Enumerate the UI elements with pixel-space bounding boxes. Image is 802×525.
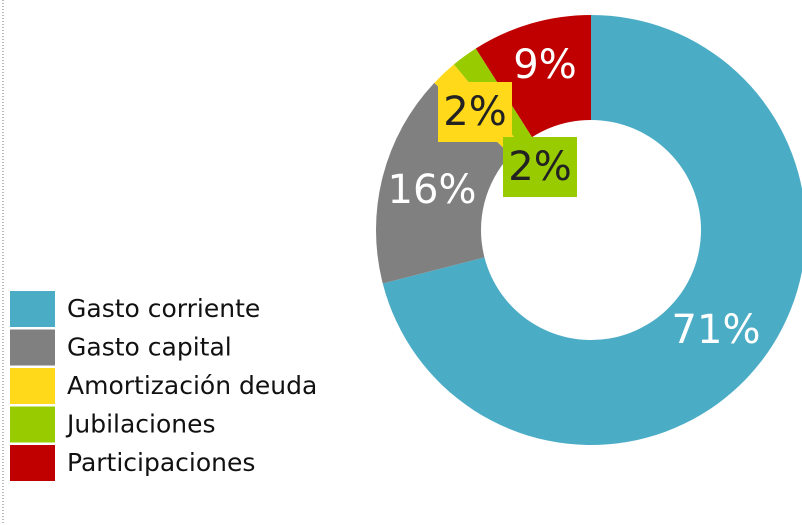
data-label: 16% [388,167,477,213]
legend-swatch [10,329,55,366]
legend-label: Participaciones [67,448,255,477]
legend-swatch [10,368,55,404]
data-label: 71% [672,307,761,353]
label-box [503,137,577,197]
legend-label: Jubilaciones [65,410,216,439]
legend-label: Gasto corriente [67,294,260,323]
donut-segment [475,15,591,138]
data-label: 2% [443,89,506,135]
legend-swatch [10,291,55,327]
legend-swatch [10,445,55,481]
data-label: 2% [508,144,571,190]
data-label: 9% [513,42,576,88]
label-box [438,82,512,142]
donut-segment [382,15,802,445]
legend-label: Amortización deuda [67,371,317,400]
legend-swatch [10,406,55,443]
legend-label: Gasto capital [67,333,232,362]
